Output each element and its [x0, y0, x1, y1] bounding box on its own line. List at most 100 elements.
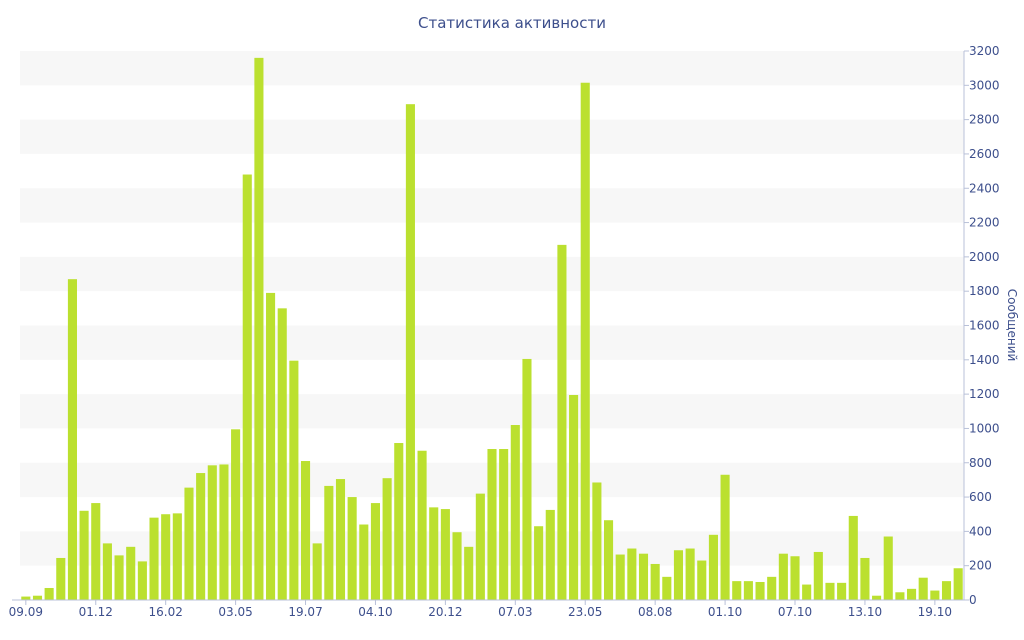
bar — [499, 449, 509, 600]
bar — [196, 473, 206, 600]
x-tick-label: 04.10 — [358, 605, 392, 619]
y-tick-label: 2600 — [969, 147, 1000, 161]
y-tick-label: 3200 — [969, 44, 1000, 58]
bar — [720, 474, 730, 600]
y-tick-label: 2200 — [969, 216, 1000, 230]
bar — [172, 513, 182, 600]
bar — [522, 358, 532, 600]
bar — [21, 596, 31, 600]
bar — [907, 588, 917, 600]
bar — [300, 461, 311, 600]
x-tick-label: 19.07 — [288, 605, 322, 619]
bar — [930, 590, 940, 600]
x-tick-label: 09.09 — [9, 605, 43, 619]
x-tick-label: 19.10 — [918, 605, 952, 619]
x-tick-label: 07.03 — [498, 605, 532, 619]
bar — [370, 503, 380, 600]
bar — [627, 548, 637, 600]
chart-title: Статистика активности — [418, 14, 606, 32]
bar — [184, 487, 194, 600]
y-tick-label: 2400 — [969, 181, 1000, 195]
grid-band — [20, 51, 964, 86]
bar — [91, 503, 101, 600]
bar — [242, 174, 252, 600]
grid-bands — [20, 51, 964, 566]
bar — [137, 561, 147, 600]
bar — [837, 582, 847, 600]
bar — [440, 509, 450, 600]
bar — [918, 577, 928, 600]
bar — [557, 244, 567, 600]
bar — [312, 543, 322, 600]
bar — [161, 514, 171, 600]
bar — [708, 534, 718, 600]
bar — [615, 554, 625, 600]
bar — [895, 592, 905, 600]
bar — [487, 449, 497, 600]
bar — [778, 553, 788, 600]
y-tick-label: 200 — [969, 559, 992, 573]
bar — [732, 581, 742, 600]
bar — [569, 394, 579, 600]
x-tick-label: 13.10 — [848, 605, 882, 619]
bar — [510, 425, 520, 600]
y-tick-labels: 0 200 400 600 800 1000 1200 1400 1600 1800 2000 220… — [964, 44, 1000, 607]
bar — [382, 478, 392, 600]
bar — [254, 57, 264, 601]
bar — [790, 556, 800, 600]
y-tick-label: 800 — [969, 456, 992, 470]
bar — [953, 568, 963, 600]
x-tick-label: 16.02 — [148, 605, 182, 619]
bar — [545, 509, 555, 600]
bar — [685, 548, 695, 600]
y-axis-title: Сообщений — [1005, 289, 1019, 362]
bars-group — [21, 57, 963, 601]
y-tick-label: 400 — [969, 524, 992, 538]
bar — [767, 576, 777, 600]
y-tick-label: 1600 — [969, 319, 1000, 333]
bar — [417, 450, 427, 600]
bar — [266, 292, 276, 600]
bar — [347, 497, 357, 600]
grid-band — [20, 119, 964, 154]
bar — [802, 584, 812, 600]
bar — [872, 595, 882, 600]
y-tick-label: 1200 — [969, 387, 1000, 401]
bar — [231, 429, 241, 600]
bar — [324, 485, 334, 600]
bar — [650, 563, 660, 600]
x-tick-label: 23.05 — [568, 605, 602, 619]
bar — [755, 581, 765, 600]
bar — [452, 532, 462, 600]
y-tick-label: 3000 — [969, 78, 1000, 92]
bar — [848, 515, 858, 600]
bar — [126, 546, 136, 600]
bar — [580, 82, 590, 601]
bar — [592, 482, 602, 600]
bar — [44, 587, 54, 600]
grid-band — [20, 394, 964, 429]
bar — [79, 510, 89, 600]
bar — [883, 536, 893, 600]
y-tick-label: 2000 — [969, 250, 1000, 264]
bar — [219, 464, 229, 600]
bar — [359, 524, 369, 600]
bar — [743, 581, 753, 600]
x-tick-label: 03.05 — [218, 605, 252, 619]
bar — [475, 493, 485, 600]
bar — [638, 553, 649, 600]
bar — [813, 551, 823, 600]
y-tick-label: 1400 — [969, 353, 1000, 367]
grid-band — [20, 256, 964, 292]
bar — [67, 279, 77, 600]
bar — [335, 479, 346, 600]
bar — [697, 560, 707, 600]
bar — [149, 517, 159, 600]
x-tick-label: 01.12 — [79, 605, 113, 619]
bar — [102, 543, 112, 600]
x-tick-label: 01.10 — [708, 605, 742, 619]
bar — [673, 550, 684, 600]
bar — [604, 520, 614, 600]
grid-band — [20, 325, 964, 360]
